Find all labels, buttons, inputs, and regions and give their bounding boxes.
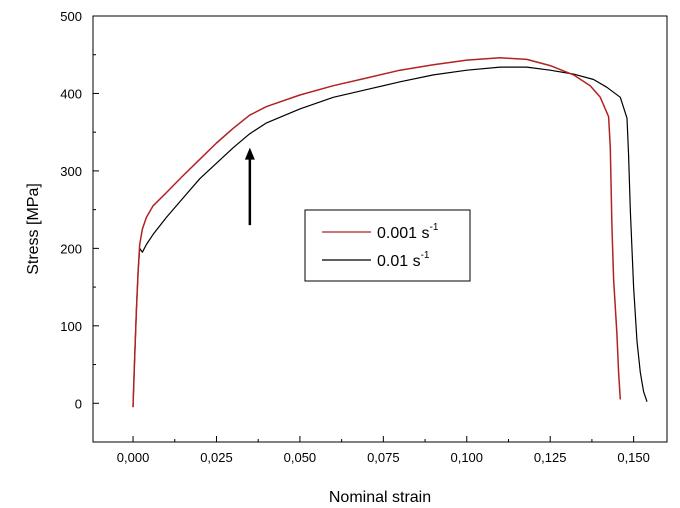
series-layer bbox=[132, 57, 648, 408]
legend-box bbox=[304, 209, 471, 282]
series-line-0 bbox=[132, 57, 622, 408]
series-line-1 bbox=[132, 66, 648, 408]
annotation-layer bbox=[244, 147, 255, 226]
legend: 0.001 s-1 0.01 s-1 bbox=[304, 209, 471, 282]
legend-label-1: 0.01 s-1 bbox=[377, 250, 430, 270]
x-tick-label: 0,150 bbox=[617, 450, 650, 465]
x-tick-label: 0,075 bbox=[367, 450, 400, 465]
y-tick-label: 0 bbox=[75, 396, 82, 411]
x-tick-label: 0,125 bbox=[534, 450, 567, 465]
legend-label-1-sup: -1 bbox=[421, 250, 430, 261]
legend-label-0-text: 0.001 s bbox=[377, 225, 429, 242]
y-tick-label: 200 bbox=[60, 241, 82, 256]
legend-label-0-sup: -1 bbox=[429, 222, 438, 233]
arrow-head-icon bbox=[244, 147, 255, 160]
x-axis-title: Nominal strain bbox=[329, 489, 431, 506]
y-tick-label: 100 bbox=[60, 319, 82, 334]
y-tick-label: 500 bbox=[60, 9, 82, 24]
y-axis-title: Stress [MPa] bbox=[25, 183, 42, 275]
x-tick-label: 0,100 bbox=[450, 450, 483, 465]
y-tick-label: 400 bbox=[60, 86, 82, 101]
axis-ticks: 0,000 0,025 0,050 0,075 0,100 0,125 0,150 0 100 2… bbox=[60, 9, 650, 465]
legend-label-0: 0.001 s-1 bbox=[377, 222, 439, 242]
x-tick-label: 0,050 bbox=[284, 450, 317, 465]
legend-label-1-text: 0.01 s bbox=[377, 253, 421, 270]
x-tick-label: 0,025 bbox=[200, 450, 233, 465]
plot-area bbox=[92, 15, 668, 443]
x-tick-label: 0,000 bbox=[117, 450, 150, 465]
y-tick-label: 300 bbox=[60, 164, 82, 179]
